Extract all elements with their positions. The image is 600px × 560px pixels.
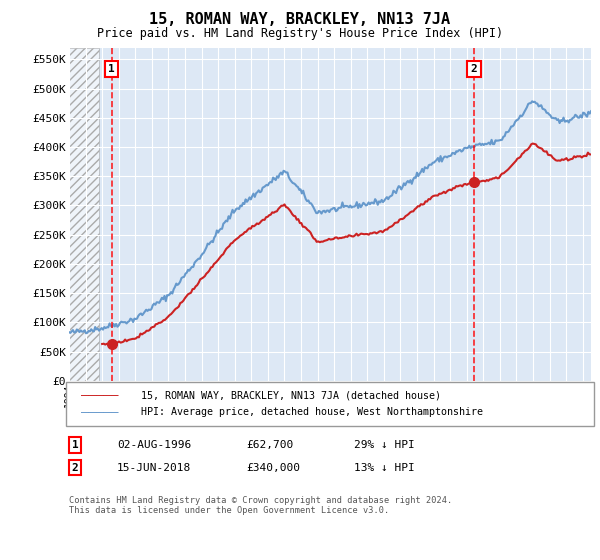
- Text: 15-JUN-2018: 15-JUN-2018: [117, 463, 191, 473]
- Bar: [69, 48, 99, 381]
- Text: £62,700: £62,700: [246, 440, 293, 450]
- Text: Contains HM Land Registry data © Crown copyright and database right 2024.
This d: Contains HM Land Registry data © Crown c…: [69, 496, 452, 515]
- Text: 15, ROMAN WAY, BRACKLEY, NN13 7JA: 15, ROMAN WAY, BRACKLEY, NN13 7JA: [149, 12, 451, 27]
- Text: 02-AUG-1996: 02-AUG-1996: [117, 440, 191, 450]
- Text: £340,000: £340,000: [246, 463, 300, 473]
- Text: —————: —————: [81, 405, 119, 419]
- Text: 2: 2: [471, 64, 478, 74]
- Text: HPI: Average price, detached house, West Northamptonshire: HPI: Average price, detached house, West…: [141, 407, 483, 417]
- Text: 13% ↓ HPI: 13% ↓ HPI: [354, 463, 415, 473]
- Bar: [69, 48, 99, 381]
- Text: 15, ROMAN WAY, BRACKLEY, NN13 7JA (detached house): 15, ROMAN WAY, BRACKLEY, NN13 7JA (detac…: [141, 390, 441, 400]
- Text: —————: —————: [81, 389, 119, 402]
- Text: 2: 2: [71, 463, 79, 473]
- Text: 1: 1: [109, 64, 115, 74]
- Text: 1: 1: [71, 440, 79, 450]
- Text: 29% ↓ HPI: 29% ↓ HPI: [354, 440, 415, 450]
- Text: Price paid vs. HM Land Registry's House Price Index (HPI): Price paid vs. HM Land Registry's House …: [97, 27, 503, 40]
